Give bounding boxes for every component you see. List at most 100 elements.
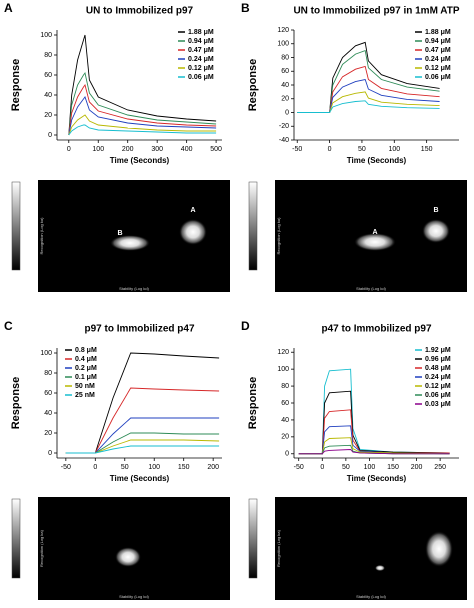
series-line — [68, 83, 217, 136]
y-tick-label: 40 — [281, 417, 289, 424]
legend-label: 50 nM — [75, 383, 95, 390]
legend-label: 0.06 μM — [425, 392, 451, 399]
x-tick-label: -50 — [292, 146, 302, 153]
spot-label: A — [190, 207, 195, 214]
series-line — [297, 91, 440, 113]
x-tick-label: 0 — [93, 464, 97, 471]
heatmap-x-label: Stability (Log kd) — [356, 286, 386, 291]
legend-label: 0.94 μM — [188, 38, 214, 45]
colorbar — [11, 498, 21, 579]
chart-title: p97 to Immobilized p47 — [84, 324, 194, 335]
series-line — [298, 449, 450, 455]
spot-label: B — [433, 207, 438, 214]
x-tick-label: 100 — [364, 464, 376, 471]
x-tick-label: 0 — [320, 464, 324, 471]
x-tick-label: 100 — [148, 464, 160, 471]
x-tick-label: 0 — [328, 146, 332, 153]
series-line — [297, 78, 440, 113]
x-tick-label: -50 — [61, 464, 71, 471]
legend-label: 0.4 μM — [75, 356, 97, 363]
x-tick-label: 200 — [122, 146, 134, 153]
y-tick-label: 80 — [281, 383, 289, 390]
legend-label: 0.24 μM — [425, 56, 451, 63]
spot-label: A — [372, 229, 377, 236]
y-tick-label: 40 — [44, 92, 52, 99]
series-line — [68, 34, 217, 136]
chart-title: UN to Immobilized p97 — [86, 6, 194, 17]
x-tick-label: 300 — [151, 146, 163, 153]
heatmap-x-label: Stability (Log kd) — [119, 286, 149, 291]
x-tick-label: 100 — [388, 146, 400, 153]
legend-label: 0.96 μM — [425, 356, 451, 363]
heatmap-spot — [425, 531, 453, 567]
y-axis-label: Response — [247, 377, 259, 430]
x-axis-label: Time (Seconds) — [110, 474, 170, 483]
y-tick-label: 20 — [44, 430, 52, 437]
y-tick-label: 0 — [285, 451, 289, 458]
legend-label: 1.88 μM — [188, 29, 214, 36]
series-line — [297, 49, 440, 113]
y-axis-label: Response — [247, 59, 259, 112]
y-tick-label: -20 — [279, 123, 289, 130]
y-tick-label: 100 — [40, 350, 52, 357]
legend-label: 0.12 μM — [425, 383, 451, 390]
y-tick-label: 0 — [48, 132, 52, 139]
y-tick-label: 0 — [48, 450, 52, 457]
y-axis-label: Response — [10, 59, 22, 112]
y-tick-label: 80 — [281, 54, 289, 61]
legend-label: 0.12 μM — [188, 65, 214, 72]
y-tick-label: 100 — [277, 41, 289, 48]
y-tick-label: 0 — [285, 109, 289, 116]
heatmap-y-label: Recognition (Log ka) — [276, 217, 281, 255]
heatmap-x-label: Stability (Log kd) — [356, 594, 386, 599]
x-tick-label: 150 — [387, 464, 399, 471]
x-tick-label: 150 — [178, 464, 190, 471]
legend-label: 0.2 μM — [75, 365, 97, 372]
colorbar — [248, 181, 258, 271]
heatmap-x-label: Stability (Log kd) — [119, 594, 149, 599]
series-line — [68, 114, 217, 136]
series-line — [68, 96, 217, 136]
legend-label: 0.24 μM — [188, 56, 214, 63]
series-line — [297, 100, 440, 113]
legend-label: 0.94 μM — [425, 38, 451, 45]
y-tick-label: 60 — [44, 72, 52, 79]
x-tick-label: 100 — [92, 146, 104, 153]
x-axis-label: Time (Seconds) — [347, 156, 407, 165]
legend-label: 0.12 μM — [425, 65, 451, 72]
legend-label: 0.1 μM — [75, 374, 97, 381]
x-tick-label: 200 — [411, 464, 423, 471]
series-line — [68, 124, 217, 136]
heatmap-y-label: Recognition (Log ka) — [39, 217, 44, 255]
heatmap-y-label: Recognition (Log ka) — [276, 529, 281, 567]
legend-label: 0.24 μM — [425, 374, 451, 381]
heatmap-y-label: Recognition (Log ka) — [39, 529, 44, 567]
y-tick-label: 60 — [281, 400, 289, 407]
panel-letter: D — [241, 319, 250, 333]
y-tick-label: 40 — [281, 82, 289, 89]
series-line — [297, 65, 440, 113]
y-tick-label: 100 — [277, 366, 289, 373]
x-tick-label: -50 — [294, 464, 304, 471]
legend-label: 0.47 μM — [425, 47, 451, 54]
legend-label: 0.03 μM — [425, 401, 451, 408]
panel-letter: B — [241, 1, 250, 15]
panel-letter: C — [4, 319, 13, 333]
y-tick-label: 100 — [40, 32, 52, 39]
y-tick-label: 20 — [281, 434, 289, 441]
y-tick-label: 80 — [44, 52, 52, 59]
x-tick-label: 50 — [358, 146, 366, 153]
legend-label: 1.88 μM — [425, 29, 451, 36]
heatmap-spot — [179, 219, 207, 245]
x-axis-label: Time (Seconds) — [347, 474, 407, 483]
y-tick-label: 120 — [277, 349, 289, 356]
legend-label: 0.8 μM — [75, 347, 97, 354]
x-axis-label: Time (Seconds) — [110, 156, 170, 165]
legend-label: 1.92 μM — [425, 347, 451, 354]
spot-label: B — [117, 230, 122, 237]
chart-title: UN to Immobilized p97 in 1mM ATP — [293, 6, 459, 17]
series-line — [65, 445, 220, 454]
legend-label: 0.06 μM — [188, 74, 214, 81]
colorbar — [248, 498, 258, 579]
